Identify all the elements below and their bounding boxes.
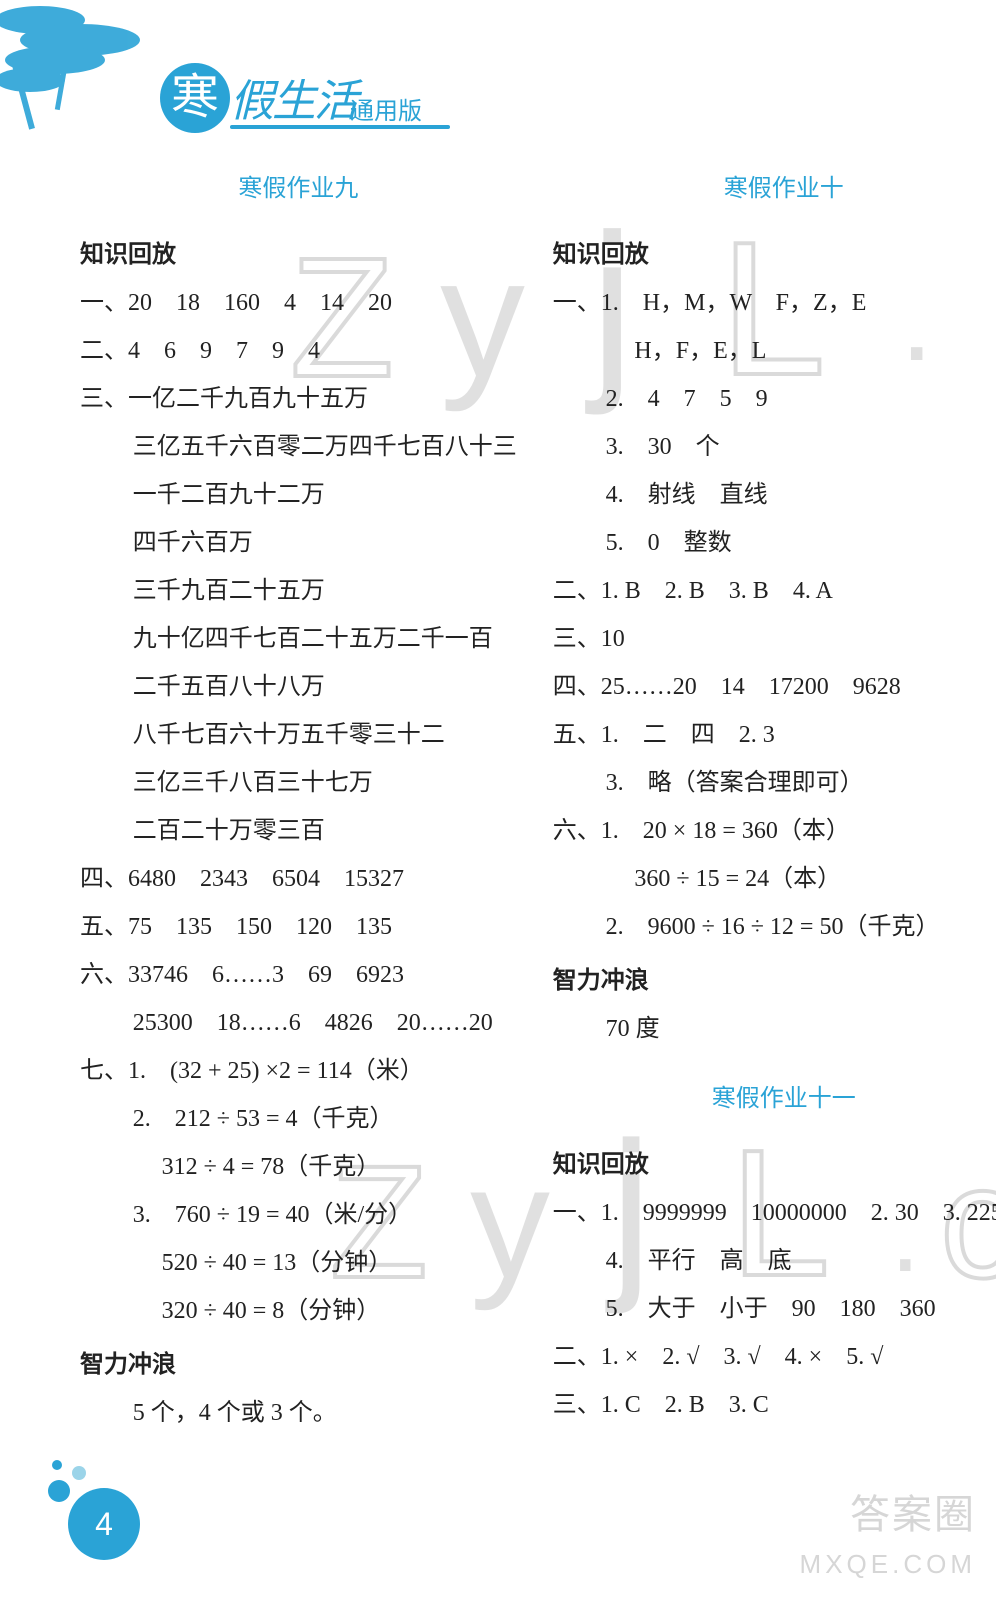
brand-circle: 寒 (160, 63, 230, 133)
answer-line: 一千二百九十二万 (80, 471, 517, 519)
answer-line: 3. 略（答案合理即可） (553, 759, 996, 807)
answer-line: 七、1. (32 + 25) ×2 = 114（米） (80, 1047, 517, 1095)
answer-line: 520 ÷ 40 = 13（分钟） (80, 1239, 517, 1287)
site-url-badge: MXQE.COM (800, 1549, 976, 1580)
answer-line: 320 ÷ 40 = 8（分钟） (80, 1287, 517, 1335)
answer-line: 一、1. H，M，W F，Z，E (553, 279, 996, 327)
section-heading: 知识回放 (553, 231, 996, 279)
bubble-dot-icon (48, 1480, 70, 1502)
site-badge: 答案圈 (850, 1482, 976, 1540)
answer-line: 八千七百六十万五千零三十二 (80, 711, 517, 759)
answer-line: 一、1. 9999999 10000000 2. 30 3. 2259 (553, 1189, 996, 1237)
answer-line: 4. 平行 高 底 (553, 1237, 996, 1285)
answer-line: 三亿三千八百三十七万 (80, 759, 517, 807)
right-column: 寒假作业十 知识回放一、1. H，M，W F，Z，EH，F，E，L2. 4 7 … (535, 165, 996, 1480)
answer-line: 三、1. C 2. B 3. C (553, 1381, 996, 1429)
answer-line: 五、75 135 150 120 135 (80, 903, 517, 951)
answer-line: 九十亿四千七百二十五万二千一百 (80, 615, 517, 663)
answer-line: 3. 30 个 (553, 423, 996, 471)
left-column: 寒假作业九 知识回放一、20 18 160 4 14 20二、4 6 9 7 9… (80, 165, 535, 1480)
answer-line: 70 度 (553, 1005, 996, 1053)
answer-line: 3. 760 ÷ 19 = 40（米/分） (80, 1191, 517, 1239)
answer-line: H，F，E，L (553, 327, 996, 375)
section-heading: 智力冲浪 (553, 957, 996, 1005)
answer-line: 2. 212 ÷ 53 = 4（千克） (80, 1095, 517, 1143)
answer-line: 5 个，4 个或 3 个。 (80, 1389, 517, 1437)
answer-line: 360 ÷ 15 = 24（本） (553, 855, 996, 903)
brand-title: 假生活 (230, 65, 356, 129)
bubble-dot-icon (52, 1460, 62, 1470)
bubble-dot-icon (72, 1466, 86, 1480)
page-number: 4 (68, 1488, 140, 1560)
hw-title: 寒假作业十一 (553, 1075, 996, 1123)
answer-line: 二千五百八十八万 (80, 663, 517, 711)
hw-title: 寒假作业九 (80, 165, 517, 213)
answer-line: 三、10 (553, 615, 996, 663)
answer-line: 六、1. 20 × 18 = 360（本） (553, 807, 996, 855)
columns: 寒假作业九 知识回放一、20 18 160 4 14 20二、4 6 9 7 9… (80, 165, 956, 1480)
answer-line: 二百二十万零三百 (80, 807, 517, 855)
answer-line: 5. 0 整数 (553, 519, 996, 567)
answer-line: 二、1. × 2. √ 3. √ 4. × 5. √ (553, 1333, 996, 1381)
answer-line: 五、1. 二 四 2. 3 (553, 711, 996, 759)
answer-line: 三亿五千六百零二万四千七百八十三 (80, 423, 517, 471)
section-heading: 知识回放 (80, 231, 517, 279)
answer-line: 5. 大于 小于 90 180 360 (553, 1285, 996, 1333)
page-number-decoration: 4 (48, 1460, 168, 1560)
answer-line: 312 ÷ 4 = 78（千克） (80, 1143, 517, 1191)
answer-line: 4. 射线 直线 (553, 471, 996, 519)
answer-line: 二、1. B 2. B 3. B 4. A (553, 567, 996, 615)
answer-line: 2. 4 7 5 9 (553, 375, 996, 423)
hw-title: 寒假作业十 (553, 165, 996, 213)
answer-line: 四、6480 2343 6504 15327 (80, 855, 517, 903)
brand-underline (230, 125, 450, 129)
answer-line: 三千九百二十五万 (80, 567, 517, 615)
answer-line: 六、33746 6……3 69 6923 (80, 951, 517, 999)
answer-line: 三、一亿二千九百九十五万 (80, 375, 517, 423)
answer-line: 四、25……20 14 17200 9628 (553, 663, 996, 711)
brand-header: 寒 假生活 通用版 (130, 55, 470, 141)
answer-line: 四千六百万 (80, 519, 517, 567)
answer-line: 一、20 18 160 4 14 20 (80, 279, 517, 327)
page: 寒 假生活 通用版 Z y j L . Z y j L . c 寒假作业九 知识… (0, 0, 996, 1600)
section-heading: 知识回放 (553, 1141, 996, 1189)
answer-line: 2. 9600 ÷ 16 ÷ 12 = 50（千克） (553, 903, 996, 951)
answer-line: 二、4 6 9 7 9 4 (80, 327, 517, 375)
section-heading: 智力冲浪 (80, 1341, 517, 1389)
brand-subtitle: 通用版 (350, 91, 422, 126)
answer-line: 25300 18……6 4826 20……20 (80, 999, 517, 1047)
